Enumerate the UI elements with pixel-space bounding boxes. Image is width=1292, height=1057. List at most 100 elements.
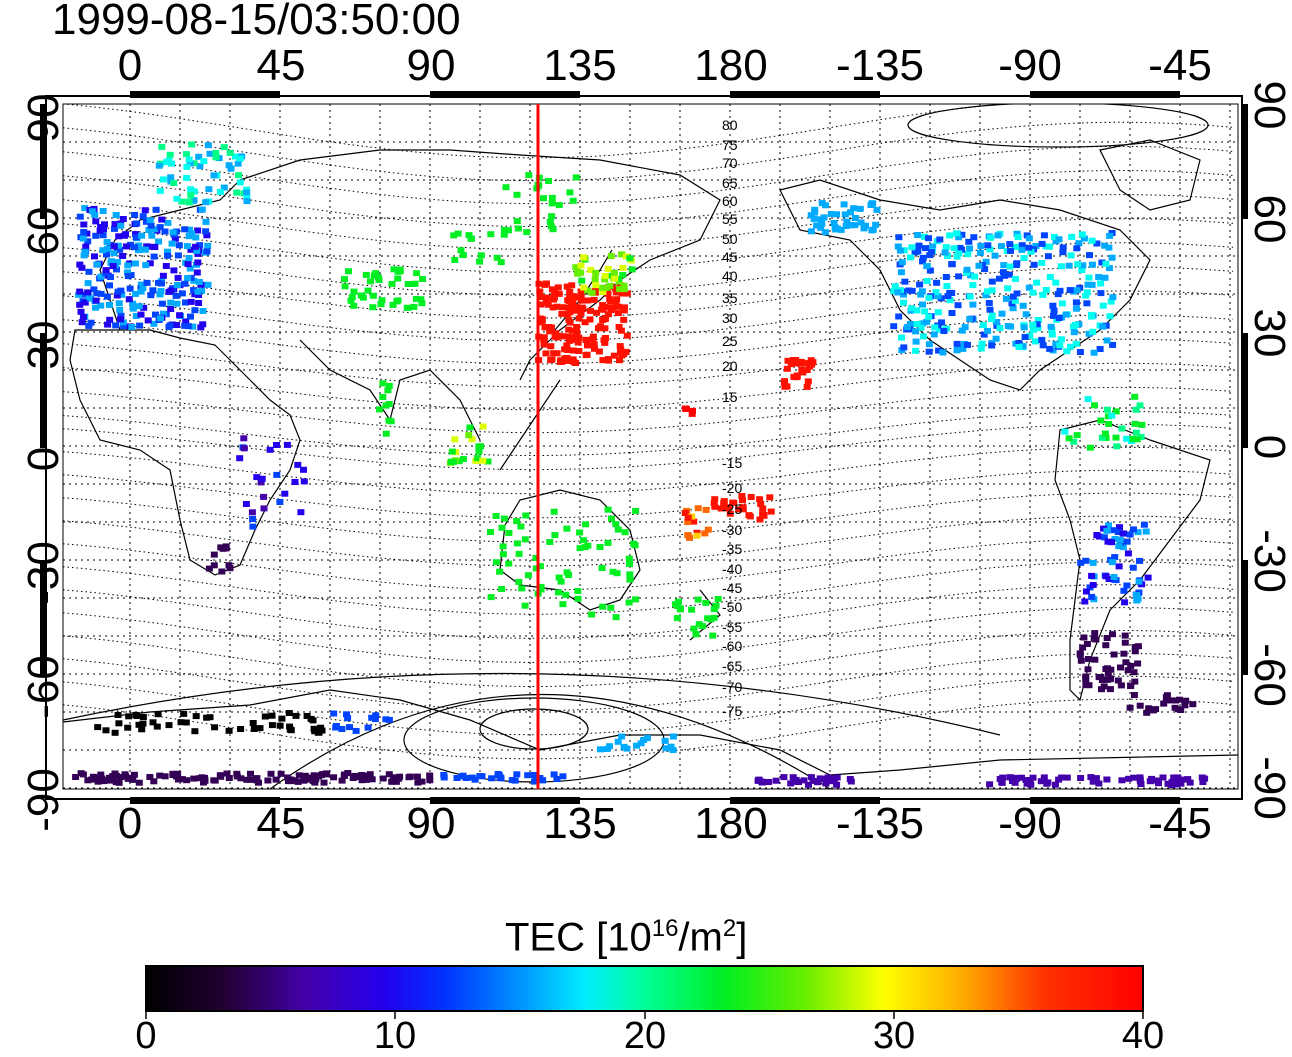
tec-patch: [515, 578, 523, 585]
tec-patch: [618, 251, 626, 258]
tec-patch: [142, 218, 150, 225]
tec-patch: [955, 234, 963, 241]
tec-patch: [563, 283, 571, 290]
tec-patch: [792, 778, 800, 785]
tec-patch: [894, 243, 902, 250]
tec-patch: [966, 245, 974, 252]
tec-patch: [225, 162, 233, 169]
tec-patch: [177, 719, 185, 726]
tec-patch: [343, 711, 350, 718]
tec-patch: [135, 242, 143, 249]
tec-patch: [492, 513, 500, 519]
tec-patch: [454, 230, 462, 237]
tec-patch: [935, 347, 943, 354]
tec-patch: [195, 279, 203, 285]
tec-patch: [165, 323, 173, 330]
tec-patch: [394, 297, 402, 304]
tec-patch: [80, 229, 88, 235]
tec-patch: [1029, 321, 1037, 328]
tec-patch: [984, 327, 992, 334]
tec-patch: [1089, 328, 1097, 335]
tec-patch: [1146, 778, 1154, 785]
tec-patch: [925, 294, 933, 301]
tec-patch: [799, 369, 807, 376]
tec-patch: [139, 213, 147, 220]
tec-patch: [94, 778, 102, 785]
contour-label: -35: [722, 541, 742, 557]
tec-patch: [148, 232, 156, 239]
tec-patch: [266, 446, 274, 453]
tec-patch: [389, 777, 397, 784]
tec-patch: [803, 383, 811, 390]
tec-patch: [1072, 305, 1080, 312]
tec-patch: [1098, 259, 1106, 266]
tec-patch: [187, 186, 195, 193]
tec-patch: [118, 291, 126, 298]
tec-patch: [377, 301, 385, 308]
tec-patch: [390, 266, 398, 273]
tec-patch: [790, 373, 798, 380]
tec-patch: [549, 304, 557, 311]
tec-patch: [389, 301, 397, 308]
tec-patch: [155, 279, 162, 286]
tec-patch: [465, 432, 473, 439]
tec-patch: [310, 772, 318, 779]
tec-patch: [895, 234, 903, 241]
tec-patch: [311, 728, 319, 735]
tec-patch: [1018, 242, 1026, 249]
tec-patch: [267, 770, 275, 777]
lon-tick-bottom: -135: [835, 799, 925, 848]
tec-patch: [923, 318, 931, 325]
tec-patch: [488, 775, 496, 782]
tec-patch: [1102, 573, 1110, 580]
tec-patch: [1089, 559, 1097, 566]
tec-patch: [982, 292, 990, 299]
tec-patch: [976, 249, 984, 256]
tec-patch: [93, 261, 101, 268]
tec-patch: [131, 212, 139, 218]
tec-patch: [599, 306, 607, 313]
tec-patch: [257, 479, 265, 486]
tec-patch: [545, 324, 553, 330]
tec-patch: [276, 499, 284, 505]
tec-patch: [1029, 326, 1037, 333]
tec-patch: [114, 712, 122, 718]
tec-patch: [1111, 554, 1119, 561]
tec-patch: [614, 310, 622, 317]
tec-patch: [1124, 667, 1132, 674]
tec-patch: [135, 247, 142, 254]
tec-patch: [548, 200, 556, 207]
tec-patch: [120, 323, 128, 330]
contour-label: -50: [722, 599, 742, 615]
contour-labels: 80 75 70 65 60 55 50 45 40 35 30 25 20 15 -15 -20 -25 -30…: [722, 117, 742, 719]
tec-patch: [80, 291, 88, 298]
tec-patch: [637, 740, 645, 747]
tec-patch: [896, 247, 904, 254]
contour-line: [63, 170, 1234, 227]
tec-patch: [173, 300, 181, 307]
tec-patch: [1007, 323, 1015, 330]
tec-patch: [1088, 572, 1096, 579]
tec-patch: [850, 205, 858, 212]
tec-patch: [240, 445, 248, 452]
tec-patch: [186, 265, 194, 272]
tec-patch: [1130, 692, 1138, 698]
tec-patch: [661, 737, 669, 744]
tec-patch: [1004, 285, 1012, 292]
tec-patch: [573, 304, 581, 311]
tec-patch: [178, 198, 186, 205]
tec-patch: [350, 302, 358, 309]
tec-patch: [341, 276, 348, 283]
tec-patch: [840, 201, 848, 208]
tec-patch: [965, 238, 973, 245]
tec-patch: [1145, 705, 1153, 712]
tec-patch: [1096, 346, 1104, 352]
tec-patch: [599, 289, 607, 295]
tec-patch: [1078, 231, 1086, 238]
tec-patch: [1103, 337, 1111, 344]
tec-patch: [574, 595, 582, 602]
tec-patch: [1077, 559, 1085, 566]
tec-patch: [1057, 263, 1065, 270]
tec-patch: [1002, 295, 1010, 302]
tec-patch: [566, 189, 574, 196]
